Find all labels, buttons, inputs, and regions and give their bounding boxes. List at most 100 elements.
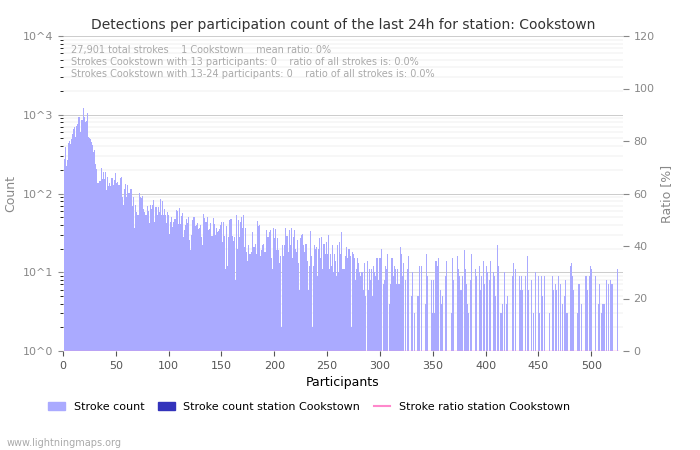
- Bar: [237, 248, 238, 450]
- Bar: [449, 351, 450, 450]
- Bar: [170, 222, 172, 450]
- Bar: [183, 237, 184, 450]
- Bar: [87, 113, 88, 450]
- Bar: [204, 218, 205, 450]
- Bar: [226, 226, 228, 450]
- Bar: [77, 124, 78, 450]
- Bar: [587, 351, 589, 450]
- Bar: [103, 172, 104, 450]
- Bar: [331, 266, 332, 450]
- Bar: [495, 296, 496, 450]
- Bar: [469, 351, 470, 450]
- Bar: [402, 263, 404, 450]
- Bar: [66, 160, 68, 450]
- Bar: [558, 276, 559, 450]
- Bar: [373, 266, 374, 450]
- Bar: [438, 258, 439, 450]
- Bar: [276, 250, 277, 450]
- Bar: [597, 351, 598, 450]
- Bar: [404, 351, 405, 450]
- Bar: [223, 222, 224, 450]
- Bar: [247, 261, 248, 450]
- Bar: [181, 216, 182, 450]
- Bar: [487, 272, 489, 450]
- Bar: [139, 197, 141, 450]
- Bar: [174, 219, 176, 450]
- Bar: [215, 235, 216, 450]
- Bar: [342, 269, 344, 450]
- Bar: [538, 276, 539, 450]
- Bar: [101, 168, 102, 450]
- Bar: [71, 139, 72, 450]
- Bar: [271, 258, 272, 450]
- Bar: [549, 314, 550, 450]
- Bar: [133, 198, 134, 450]
- Bar: [508, 351, 510, 450]
- Bar: [462, 276, 463, 450]
- Bar: [281, 327, 282, 450]
- Bar: [127, 185, 128, 450]
- Bar: [615, 351, 616, 450]
- Bar: [190, 250, 191, 450]
- Bar: [554, 351, 555, 450]
- Bar: [172, 227, 174, 450]
- Bar: [234, 280, 236, 450]
- Bar: [69, 141, 70, 450]
- Bar: [416, 351, 417, 450]
- Bar: [396, 284, 398, 450]
- Bar: [468, 314, 469, 450]
- Bar: [480, 290, 481, 450]
- Bar: [603, 304, 605, 450]
- Bar: [458, 276, 460, 450]
- Bar: [75, 137, 76, 450]
- Bar: [323, 244, 325, 450]
- Bar: [328, 235, 329, 450]
- Bar: [417, 296, 419, 450]
- Bar: [68, 143, 69, 450]
- Bar: [375, 276, 377, 450]
- Bar: [356, 269, 357, 450]
- Bar: [552, 276, 553, 450]
- Bar: [535, 272, 536, 450]
- Bar: [275, 230, 276, 450]
- Bar: [189, 239, 190, 450]
- Bar: [330, 254, 331, 450]
- Bar: [267, 237, 269, 450]
- Bar: [605, 351, 606, 450]
- Bar: [165, 215, 166, 450]
- Bar: [528, 290, 529, 450]
- Bar: [594, 351, 595, 450]
- Bar: [501, 314, 502, 450]
- Bar: [305, 244, 307, 450]
- Bar: [256, 254, 257, 450]
- Bar: [201, 237, 202, 450]
- Bar: [578, 284, 579, 450]
- Bar: [533, 351, 535, 450]
- Bar: [506, 304, 507, 450]
- Bar: [85, 121, 87, 450]
- Bar: [352, 252, 353, 450]
- Bar: [219, 230, 220, 450]
- Bar: [574, 351, 575, 450]
- Bar: [384, 280, 385, 450]
- Bar: [392, 258, 393, 450]
- Bar: [224, 236, 225, 450]
- Bar: [385, 266, 386, 450]
- Bar: [149, 223, 150, 450]
- Bar: [160, 199, 161, 450]
- Bar: [430, 351, 431, 450]
- Bar: [326, 242, 327, 450]
- Bar: [461, 290, 462, 450]
- Bar: [484, 284, 485, 450]
- Bar: [612, 284, 613, 450]
- Bar: [494, 276, 495, 450]
- Bar: [108, 185, 109, 450]
- Bar: [541, 276, 542, 450]
- Bar: [415, 351, 416, 450]
- Bar: [238, 220, 239, 450]
- Bar: [130, 189, 131, 450]
- Bar: [134, 228, 135, 450]
- Bar: [363, 263, 365, 450]
- Bar: [355, 280, 356, 450]
- Bar: [583, 351, 584, 450]
